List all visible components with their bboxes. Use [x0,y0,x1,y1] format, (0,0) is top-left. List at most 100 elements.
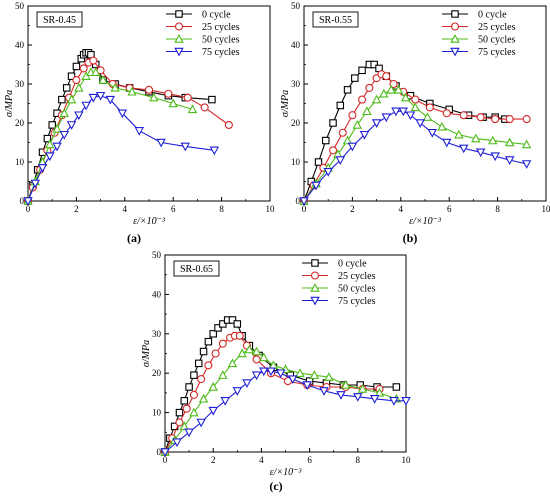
y-tick-label: 40 [152,289,162,299]
data-point [160,448,170,457]
legend-label: 75 cycles [338,296,376,307]
data-point [299,197,309,206]
data-point [342,135,353,145]
data-point [343,86,352,94]
series-75-cycles [299,107,532,206]
data-point [183,93,192,102]
x-tick-label: 10 [542,204,550,214]
legend-marker [310,296,320,306]
data-point [194,359,203,368]
legend-marker [450,34,460,43]
data-point [400,92,411,102]
data-point [244,344,255,354]
x-axis-label: ε/×10⁻³ [409,216,442,227]
data-point [184,428,194,438]
x-tick-label: 2 [350,204,355,214]
data-point [389,397,399,406]
data-point [219,320,227,328]
data-point [45,152,55,162]
panel-title: SR-0.65 [180,264,213,275]
panel-title: SR-0.45 [43,15,76,26]
data-point [168,98,178,108]
y-tick-label: 0 [157,447,162,457]
data-point [127,86,137,96]
x-tick-label: 8 [219,204,224,214]
legend-label: 50 cycles [338,284,376,295]
x-tick-label: 6 [447,204,452,214]
data-point [218,339,227,348]
legend-marker [310,283,320,292]
data-point [200,103,209,112]
legend-marker [310,271,320,280]
data-point [405,111,416,121]
x-tick-label: 0 [302,204,307,214]
data-point [43,134,52,143]
data-point [220,397,230,406]
data-point [66,121,77,130]
data-point [389,79,398,89]
data-point [324,372,334,381]
x-axis-label: ε/×10⁻³ [270,467,303,478]
data-point [175,408,184,417]
y-tick-label: 10 [291,157,301,167]
data-point [179,421,190,431]
data-point [442,138,452,148]
x-tick-label: 2 [211,455,216,465]
x-tick-label: 10 [402,455,412,465]
legend-label: 0 cycle [202,10,231,21]
data-point [437,121,447,131]
panel-caption: (c) [269,479,282,493]
data-point [379,88,389,98]
y-tick-label: 50 [152,250,162,260]
series-25-cycles [160,331,384,457]
data-point [37,164,48,173]
data-point [95,91,106,101]
legend-marker [174,47,184,57]
y-axis-label: σ/MPa [4,90,15,117]
x-tick-label: 4 [123,204,128,214]
data-point [72,76,81,85]
legend-label: 25 cycles [478,22,516,33]
data-point [504,137,515,147]
series-0-cycle [24,49,216,205]
data-point [233,320,242,328]
data-point [427,129,437,138]
data-point [204,337,213,346]
data-point [30,179,40,189]
data-point [415,119,425,128]
y-tick-label: 30 [152,329,162,339]
data-point [180,397,189,405]
series-0-cycle [161,316,401,456]
data-point [504,156,515,166]
data-point [251,371,262,381]
data-point [218,370,228,379]
data-point [266,367,276,377]
data-point [309,370,320,379]
legend-marker [451,10,459,18]
legend-label: 25 cycles [338,271,376,282]
data-point [74,111,84,121]
data-point [275,369,286,379]
y-tick-label: 20 [291,118,301,128]
legend-label: 0 cycle [338,259,367,270]
x-axis-label: ε/×10⁻³ [133,216,166,227]
data-point [227,358,238,368]
data-point [374,387,385,397]
data-point [381,113,392,123]
data-point [110,82,120,92]
y-tick-label: 50 [15,1,25,11]
data-point [182,404,191,413]
data-point [208,382,218,391]
y-tick-label: 10 [152,408,162,418]
chart-panel-1: 0 2 4 6 8 10 0 10 20 30 40 50 ε/×10⁻³ σ/MPa SR-0.45 (a)… [4,1,275,245]
data-point [52,142,62,152]
x-tick-label: 6 [307,455,312,465]
data-point [190,371,198,379]
data-point [391,107,401,117]
data-point [98,75,108,84]
data-point [58,95,66,104]
data-point [490,152,500,162]
data-point [521,160,532,169]
x-tick-label: 0 [163,455,168,465]
